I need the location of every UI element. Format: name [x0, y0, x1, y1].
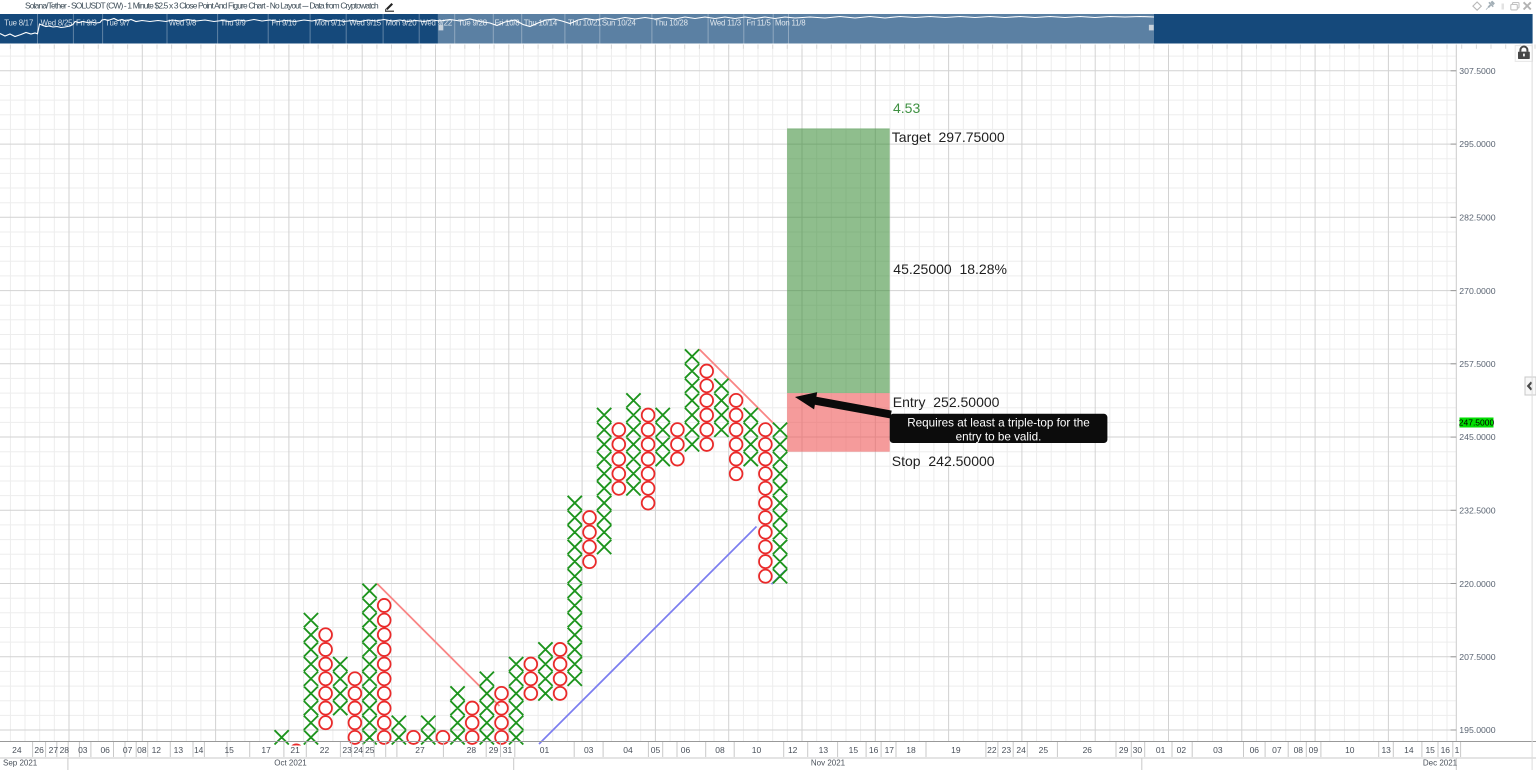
svg-text:12: 12 — [152, 745, 162, 755]
svg-text:15: 15 — [849, 745, 859, 755]
svg-text:15: 15 — [224, 745, 234, 755]
svg-text:08: 08 — [1294, 745, 1304, 755]
svg-text:14: 14 — [194, 745, 204, 755]
svg-text:13: 13 — [819, 745, 829, 755]
svg-text:Tue 9/7: Tue 9/7 — [105, 18, 130, 27]
svg-text:Wed 9/22: Wed 9/22 — [420, 18, 452, 27]
svg-text:Sun 10/24: Sun 10/24 — [602, 18, 637, 27]
svg-text:295.0000: 295.0000 — [1459, 139, 1495, 149]
svg-text:Mon 9/20: Mon 9/20 — [386, 18, 418, 27]
svg-text:entry to be valid.: entry to be valid. — [956, 430, 1042, 443]
svg-text:Wed 8/25: Wed 8/25 — [41, 18, 73, 27]
svg-text:4.53: 4.53 — [893, 100, 920, 116]
svg-text:Thu 9/9: Thu 9/9 — [221, 18, 246, 27]
svg-text:31: 31 — [503, 745, 513, 755]
svg-text:307.5000: 307.5000 — [1459, 66, 1495, 76]
svg-text:25: 25 — [1039, 745, 1049, 755]
svg-text:Wed 11/3: Wed 11/3 — [710, 18, 741, 27]
svg-text:04: 04 — [623, 745, 633, 755]
svg-text:07: 07 — [1272, 745, 1282, 755]
svg-text:Requires at least a triple-top: Requires at least a triple-top for the — [907, 416, 1090, 429]
svg-text:02: 02 — [1177, 745, 1187, 755]
svg-text:08: 08 — [715, 745, 725, 755]
svg-text:29: 29 — [1119, 745, 1129, 755]
svg-text:27: 27 — [49, 745, 59, 755]
svg-text:25: 25 — [365, 745, 375, 755]
svg-text:Target 297.75000: Target 297.75000 — [892, 129, 1005, 145]
svg-text:22: 22 — [987, 745, 997, 755]
svg-text:10: 10 — [752, 745, 762, 755]
svg-text:18: 18 — [906, 745, 916, 755]
svg-text:24: 24 — [1016, 745, 1026, 755]
svg-text:14: 14 — [1404, 745, 1414, 755]
svg-text:06: 06 — [1250, 745, 1260, 755]
svg-text:220.0000: 220.0000 — [1459, 579, 1495, 589]
svg-text:Thu 10/21: Thu 10/21 — [568, 18, 601, 27]
svg-text:30: 30 — [1133, 745, 1143, 755]
svg-text:01: 01 — [540, 745, 550, 755]
svg-text:1: 1 — [1455, 745, 1460, 755]
svg-text:06: 06 — [681, 745, 691, 755]
svg-text:245.0000: 245.0000 — [1459, 432, 1495, 442]
svg-text:12: 12 — [788, 745, 798, 755]
svg-text:195.0000: 195.0000 — [1459, 725, 1495, 735]
svg-text:Wed 9/8: Wed 9/8 — [169, 18, 197, 27]
svg-text:28: 28 — [60, 745, 70, 755]
svg-text:Mon 9/13: Mon 9/13 — [314, 18, 345, 27]
svg-text:Entry 252.50000: Entry 252.50000 — [893, 394, 1000, 410]
svg-text:23: 23 — [1002, 745, 1012, 755]
svg-text:Nov 2021: Nov 2021 — [811, 759, 846, 768]
svg-text:21: 21 — [290, 745, 300, 755]
svg-text:232.5000: 232.5000 — [1459, 506, 1495, 516]
svg-text:Wed 9/15: Wed 9/15 — [349, 18, 381, 27]
svg-text:17: 17 — [261, 745, 271, 755]
svg-text:26: 26 — [1083, 745, 1093, 755]
svg-text:15: 15 — [1425, 745, 1435, 755]
svg-text:22: 22 — [320, 745, 330, 755]
svg-text:Thu 10/14: Thu 10/14 — [524, 18, 558, 27]
svg-text:09: 09 — [1309, 745, 1319, 755]
svg-text:16: 16 — [1441, 745, 1451, 755]
svg-text:03: 03 — [584, 745, 594, 755]
svg-text:Tue 9/28: Tue 9/28 — [458, 18, 487, 27]
svg-text:26: 26 — [34, 745, 44, 755]
svg-text:24: 24 — [12, 745, 22, 755]
svg-text:Thu 10/28: Thu 10/28 — [654, 18, 687, 27]
svg-text:247.5000: 247.5000 — [1459, 418, 1495, 428]
svg-text:Dec 2021: Dec 2021 — [1423, 759, 1458, 768]
svg-text:03: 03 — [78, 745, 88, 755]
svg-text:Stop 242.50000: Stop 242.50000 — [892, 453, 995, 469]
svg-text:05: 05 — [651, 745, 661, 755]
svg-text:28: 28 — [467, 745, 477, 755]
svg-text:01: 01 — [1156, 745, 1166, 755]
svg-text:23: 23 — [342, 745, 352, 755]
svg-text:45.25000 18.28%: 45.25000 18.28% — [893, 261, 1007, 277]
svg-text:Tue 8/17: Tue 8/17 — [4, 18, 33, 27]
svg-text:257.5000: 257.5000 — [1459, 359, 1495, 369]
svg-text:Sep 2021: Sep 2021 — [3, 759, 38, 768]
svg-text:Solana/Tether - SOLUSDT (CW) -: Solana/Tether - SOLUSDT (CW) - 1 Minute … — [25, 1, 379, 11]
svg-text:Fri 11/5: Fri 11/5 — [746, 18, 771, 27]
svg-text:Oct 2021: Oct 2021 — [274, 759, 307, 768]
svg-text:06: 06 — [100, 745, 110, 755]
svg-text:Mon 11/8: Mon 11/8 — [775, 18, 805, 27]
svg-text:08: 08 — [137, 745, 147, 755]
svg-text:07: 07 — [123, 745, 133, 755]
svg-text:270.0000: 270.0000 — [1459, 286, 1495, 296]
svg-text:24: 24 — [354, 745, 364, 755]
svg-text:10: 10 — [1345, 745, 1355, 755]
svg-text:207.5000: 207.5000 — [1459, 652, 1495, 662]
svg-text:13: 13 — [174, 745, 184, 755]
svg-text:Fri 9/10: Fri 9/10 — [272, 18, 298, 27]
svg-text:19: 19 — [951, 745, 961, 755]
svg-text:27: 27 — [415, 745, 425, 755]
svg-text:16: 16 — [869, 745, 879, 755]
svg-text:03: 03 — [1213, 745, 1223, 755]
svg-text:Fri 10/8: Fri 10/8 — [495, 18, 520, 27]
svg-text:13: 13 — [1381, 745, 1391, 755]
svg-text:29: 29 — [489, 745, 499, 755]
svg-text:17: 17 — [885, 745, 895, 755]
svg-text:282.5000: 282.5000 — [1459, 213, 1495, 223]
